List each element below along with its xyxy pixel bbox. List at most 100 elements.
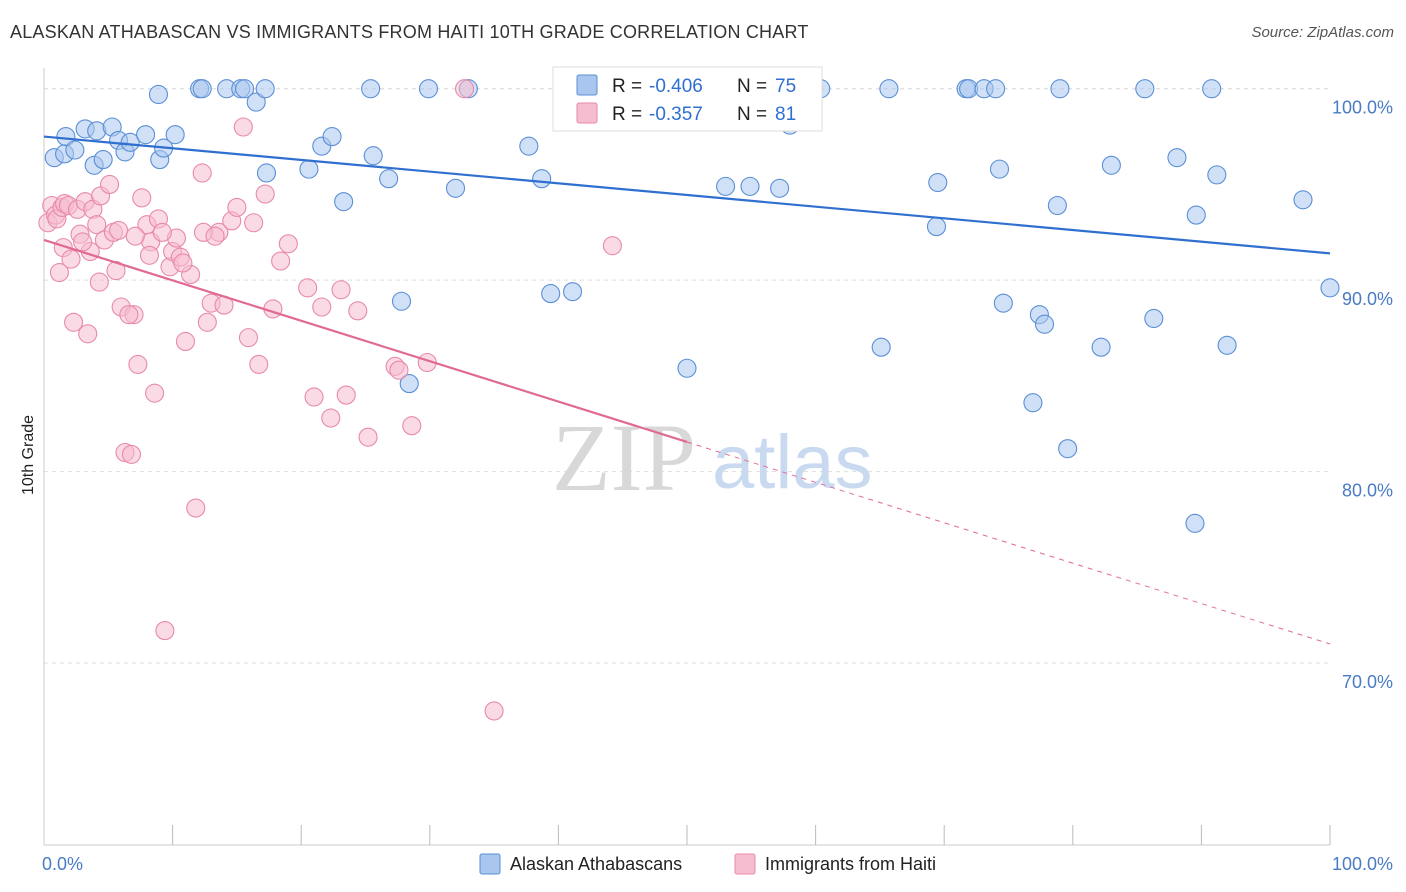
haiti-point xyxy=(64,312,84,332)
athabascan-point xyxy=(255,79,275,99)
watermark-atlas: atlas xyxy=(712,420,873,505)
athabascan-point xyxy=(1167,148,1187,168)
athabascan-point xyxy=(879,79,899,99)
athabascan-point xyxy=(1034,314,1055,334)
legend-r-value: -0.357 xyxy=(649,104,703,125)
haiti-point xyxy=(155,621,175,641)
haiti-point xyxy=(125,226,145,246)
athabascan-point xyxy=(1207,165,1227,185)
athabascan-point xyxy=(363,146,383,166)
athabascan-point xyxy=(677,358,697,378)
haiti-point xyxy=(402,416,422,436)
y-tick-label: 80.0% xyxy=(1342,481,1393,501)
bottom-legend-swatch-athabascan xyxy=(479,853,501,875)
athabascan-point xyxy=(1091,337,1111,357)
athabascan-point xyxy=(192,79,212,99)
athabascan-point xyxy=(136,125,156,145)
athabascan-point xyxy=(361,79,381,99)
haiti-point xyxy=(152,222,172,242)
haiti-point xyxy=(119,305,139,325)
athabascan-point xyxy=(1023,393,1043,413)
athabascan-point xyxy=(1186,205,1206,225)
haiti-point xyxy=(139,245,160,265)
athabascan-point xyxy=(56,127,76,147)
athabascan-point xyxy=(379,169,399,189)
athabascan-point xyxy=(1058,439,1078,459)
athabascan-point xyxy=(993,293,1013,313)
legend-n-value: 75 xyxy=(775,76,796,97)
haiti-point xyxy=(238,328,259,348)
athabascan-point xyxy=(1047,195,1067,216)
athabascan-point xyxy=(148,84,169,105)
haiti-point xyxy=(278,234,298,254)
haiti-point xyxy=(484,701,504,721)
y-tick-label: 100.0% xyxy=(1332,98,1393,118)
haiti-point xyxy=(255,184,275,204)
athabascan-point xyxy=(299,159,319,179)
haiti-point xyxy=(205,226,225,246)
haiti-point xyxy=(233,117,253,137)
haiti-point xyxy=(304,387,324,407)
haiti-point xyxy=(89,272,109,292)
y-tick-label: 70.0% xyxy=(1342,672,1393,692)
watermark-zip: ZIP xyxy=(552,404,696,511)
haiti-point xyxy=(389,360,409,380)
legend-n-label: N = xyxy=(737,76,767,97)
bottom-legend-label-haiti: Immigrants from Haiti xyxy=(765,854,936,874)
haiti-point xyxy=(128,354,148,374)
athabascan-point xyxy=(716,176,736,196)
haiti-trend-line xyxy=(43,238,688,444)
legend-r-value: -0.406 xyxy=(649,76,703,97)
legend-n-label: N = xyxy=(737,104,767,125)
athabascan-point xyxy=(770,178,790,198)
watermark: ZIP atlas xyxy=(552,404,873,511)
athabascan-point xyxy=(1320,278,1340,298)
athabascan-point xyxy=(1144,308,1164,329)
athabascan-point xyxy=(165,125,185,145)
athabascan-point xyxy=(391,291,412,311)
athabascan-point xyxy=(120,132,140,152)
bottom-legend-label-athabascan: Alaskan Athabascans xyxy=(510,854,682,874)
athabascan-point xyxy=(256,163,277,183)
haiti-point xyxy=(227,197,247,217)
haiti-point xyxy=(298,278,318,298)
haiti-point xyxy=(602,236,622,256)
haiti-point xyxy=(173,253,193,273)
athabascan-point xyxy=(989,159,1010,179)
athabascan-point xyxy=(532,169,552,189)
athabascan-point xyxy=(986,79,1006,99)
haiti-point xyxy=(336,385,356,405)
athabascan-point xyxy=(1050,79,1070,99)
athabascan-point xyxy=(334,192,354,212)
legend-r-label: R = xyxy=(612,104,642,125)
axes: 70.0% 80.0% 90.0% 100.0% 0.0% 100.0% xyxy=(42,68,1393,874)
haiti-point xyxy=(454,79,475,99)
athabascan-point xyxy=(740,176,760,196)
haiti-point xyxy=(175,331,196,352)
haiti-point xyxy=(109,220,129,240)
x-tick-label-max: 100.0% xyxy=(1332,854,1393,874)
haiti-point xyxy=(244,213,264,233)
legend-swatch-haiti xyxy=(576,102,598,124)
athabascan-point xyxy=(246,92,266,112)
haiti-point xyxy=(186,498,206,518)
haiti-point xyxy=(358,427,378,447)
athabascan-point xyxy=(235,79,255,99)
y-axis-label: 10th Grade xyxy=(20,415,37,495)
athabascan-point xyxy=(1101,155,1121,175)
legend-swatch-athabascan xyxy=(576,74,598,96)
haiti-point xyxy=(312,297,332,317)
athabascan-point xyxy=(928,172,948,193)
athabascan-point xyxy=(871,337,891,357)
chart-title: ALASKAN ATHABASCAN VS IMMIGRANTS FROM HA… xyxy=(10,22,809,42)
athabascan-point xyxy=(1135,79,1155,99)
haiti-point xyxy=(331,280,351,300)
haiti-point xyxy=(249,354,269,374)
y-tick-label: 90.0% xyxy=(1342,289,1393,309)
athabascan-point xyxy=(1217,335,1237,355)
athabascan-point xyxy=(1293,190,1313,210)
athabascan-point xyxy=(926,217,947,237)
trend-lines xyxy=(43,135,1331,645)
haiti-point xyxy=(100,174,120,195)
haiti-point xyxy=(197,312,217,332)
